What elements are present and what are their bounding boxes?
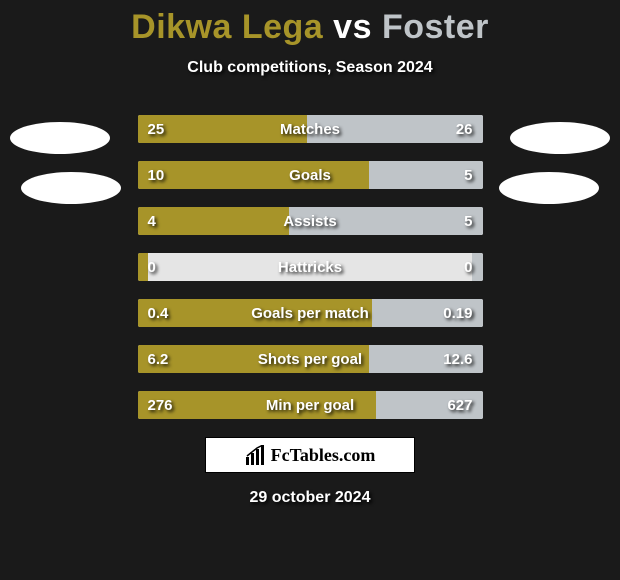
subtitle: Club competitions, Season 2024 bbox=[0, 59, 620, 77]
stat-label: Matches bbox=[280, 121, 340, 138]
stat-value-right: 0.19 bbox=[443, 305, 472, 322]
stat-value-left: 6.2 bbox=[148, 351, 169, 368]
vs-separator: vs bbox=[323, 8, 382, 46]
stat-value-right: 26 bbox=[456, 121, 473, 138]
stat-bar-left bbox=[138, 161, 369, 189]
stat-bar-left bbox=[138, 207, 290, 235]
stat-label: Min per goal bbox=[266, 397, 354, 414]
stat-value-right: 5 bbox=[464, 167, 472, 184]
stat-label: Assists bbox=[283, 213, 336, 230]
stat-value-left: 0 bbox=[148, 259, 156, 276]
team-logo-left bbox=[10, 122, 110, 154]
stat-value-left: 25 bbox=[148, 121, 165, 138]
team-logo-right bbox=[510, 122, 610, 154]
stat-label: Hattricks bbox=[278, 259, 342, 276]
stat-value-right: 12.6 bbox=[443, 351, 472, 368]
stat-row: 0.4 Goals per match 0.19 bbox=[138, 299, 483, 327]
stat-value-right: 0 bbox=[464, 259, 472, 276]
stat-row: 4 Assists 5 bbox=[138, 207, 483, 235]
stat-row: 10 Goals 5 bbox=[138, 161, 483, 189]
stat-label: Shots per goal bbox=[258, 351, 362, 368]
branding-text: FcTables.com bbox=[271, 445, 376, 466]
stats-container: 25Matches2610Goals54Assists50Hattricks00… bbox=[138, 115, 483, 419]
date-label: 29 october 2024 bbox=[0, 489, 620, 507]
branding-badge: FcTables.com bbox=[205, 437, 415, 473]
stat-label: Goals per match bbox=[251, 305, 369, 322]
stat-row: 0 Hattricks 0 bbox=[138, 253, 483, 281]
stat-bar-left bbox=[138, 253, 148, 281]
stat-value-right: 5 bbox=[464, 213, 472, 230]
stat-bar-right bbox=[472, 253, 482, 281]
stat-value-left: 10 bbox=[148, 167, 165, 184]
stat-row: 6.2 Shots per goal 12.6 bbox=[138, 345, 483, 373]
stat-value-right: 627 bbox=[447, 397, 472, 414]
comparison-title: Dikwa Lega vs Foster bbox=[0, 0, 620, 47]
stat-row: 25 Matches 26 bbox=[138, 115, 483, 143]
stat-row: 276 Min per goal 627 bbox=[138, 391, 483, 419]
stat-label: Goals bbox=[289, 167, 331, 184]
team-logo-left bbox=[21, 172, 121, 204]
team-logo-right bbox=[499, 172, 599, 204]
stat-value-left: 4 bbox=[148, 213, 156, 230]
player2-name: Foster bbox=[382, 8, 489, 46]
stat-value-left: 0.4 bbox=[148, 305, 169, 322]
stat-value-left: 276 bbox=[148, 397, 173, 414]
player1-name: Dikwa Lega bbox=[131, 8, 323, 46]
chart-icon bbox=[245, 445, 267, 465]
